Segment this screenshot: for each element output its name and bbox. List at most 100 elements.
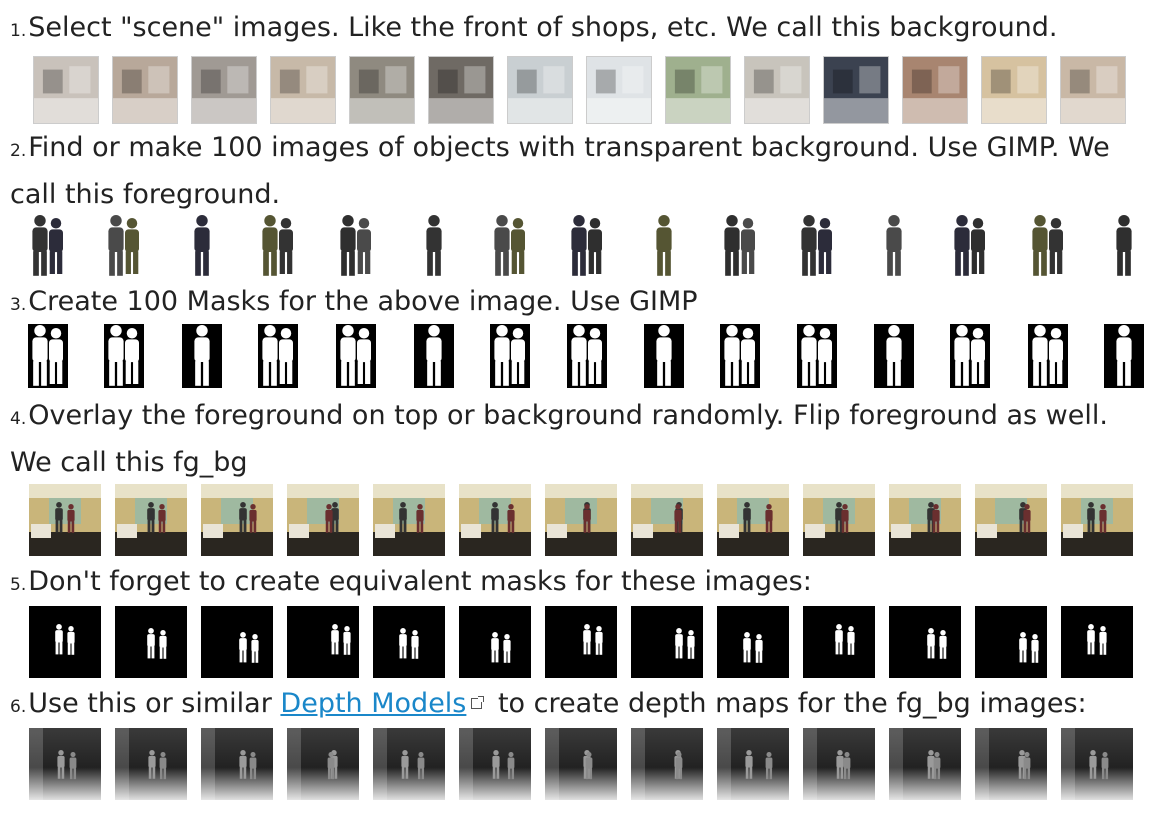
step-1: 1.Select "scene" images. Like the front … [10, 6, 1058, 53]
background-thumbnail [112, 56, 178, 124]
foreground-thumbnail [1104, 214, 1144, 278]
mask-thumbnail [874, 324, 914, 388]
step-number: 3. [10, 295, 27, 315]
background-thumbnail [270, 56, 336, 124]
mask-thumbnail [797, 324, 837, 388]
mask-thumbnail [490, 324, 530, 388]
background-thumbnail [428, 56, 494, 124]
background-thumbnail [665, 56, 731, 124]
depth-map-thumbnail [287, 728, 359, 800]
mask-thumbnail [28, 324, 68, 388]
depth-map-thumbnail [717, 728, 789, 800]
fg-bg-mask-thumbnail [545, 606, 617, 678]
fg-bg-thumbnail [545, 484, 617, 556]
fg-bg-mask-thumbnail [975, 606, 1047, 678]
foreground-thumbnail [104, 214, 144, 278]
foreground-thumbnail [490, 214, 530, 278]
fg-bg-mask-thumbnail [201, 606, 273, 678]
step-text-after: to create depth maps for the fg_bg image… [489, 688, 1087, 719]
foreground-thumbnail [797, 214, 837, 278]
fg-bg-thumbnail [29, 484, 101, 556]
depth-map-thumbnail [803, 728, 875, 800]
background-thumbnail [507, 56, 573, 124]
depth-map-thumbnail [1061, 728, 1133, 800]
mask-thumbnail [950, 324, 990, 388]
mask-thumbnail [644, 324, 684, 388]
fg-bg-mask-thumbnail [717, 606, 789, 678]
fg-bg-thumbnail [201, 484, 273, 556]
step-2: 2.Find or make 100 images of objects wit… [10, 126, 1135, 217]
background-thumbnail [33, 56, 99, 124]
fg-bg-thumbnail [115, 484, 187, 556]
depth-map-thumbnail [631, 728, 703, 800]
foreground-thumbnail [950, 214, 990, 278]
fg-bg-mask-thumbnail [287, 606, 359, 678]
mask-thumbnail [258, 324, 298, 388]
step-5: 5.Don't forget to create equivalent mask… [10, 560, 812, 607]
mask-thumbnail [182, 324, 222, 388]
background-thumbnail-row [0, 56, 1155, 124]
step-text: Overlay the foreground on top or backgro… [10, 400, 1108, 478]
foreground-thumbnail [1028, 214, 1068, 278]
mask-thumbnail [567, 324, 607, 388]
foreground-thumbnail [644, 214, 684, 278]
fg-bg-thumbnail [889, 484, 961, 556]
depth-map-thumbnail [459, 728, 531, 800]
mask-thumbnail [414, 324, 454, 388]
foreground-thumbnail [336, 214, 376, 278]
background-thumbnail [349, 56, 415, 124]
fg-bg-thumbnail [287, 484, 359, 556]
background-thumbnail [586, 56, 652, 124]
fg-bg-thumbnail [459, 484, 531, 556]
fg-bg-mask-thumbnail [115, 606, 187, 678]
fg-bg-mask-thumbnail-row [0, 606, 1155, 680]
step-text: Don't forget to create equivalent masks … [28, 566, 812, 597]
foreground-thumbnail [567, 214, 607, 278]
mask-thumbnail [104, 324, 144, 388]
mask-thumbnail [336, 324, 376, 388]
fg-bg-thumbnail [975, 484, 1047, 556]
step-text-before: Use this or similar [28, 688, 281, 719]
background-thumbnail [1060, 56, 1126, 124]
depth-map-thumbnail [373, 728, 445, 800]
fg-bg-mask-thumbnail [459, 606, 531, 678]
foreground-thumbnail [258, 214, 298, 278]
foreground-thumbnail [720, 214, 760, 278]
step-number: 5. [10, 575, 27, 595]
fg-bg-mask-thumbnail [1061, 606, 1133, 678]
fg-bg-thumbnail-row [0, 484, 1155, 556]
depth-map-thumbnail-row [0, 728, 1155, 802]
external-link-icon [471, 696, 485, 709]
fg-bg-mask-thumbnail [373, 606, 445, 678]
step-number: 2. [10, 141, 27, 161]
step-number: 4. [10, 409, 27, 429]
foreground-thumbnail-row [0, 214, 1155, 278]
fg-bg-mask-thumbnail [889, 606, 961, 678]
background-thumbnail [902, 56, 968, 124]
foreground-thumbnail [874, 214, 914, 278]
depth-map-thumbnail [115, 728, 187, 800]
fg-bg-thumbnail [803, 484, 875, 556]
mask-thumbnail-row [0, 324, 1155, 388]
background-thumbnail [744, 56, 810, 124]
foreground-thumbnail [28, 214, 68, 278]
depth-map-thumbnail [201, 728, 273, 800]
fg-bg-mask-thumbnail [631, 606, 703, 678]
step-number: 6. [10, 697, 27, 717]
step-number: 1. [10, 21, 27, 41]
foreground-thumbnail [182, 214, 222, 278]
fg-bg-thumbnail [631, 484, 703, 556]
step-4: 4.Overlay the foreground on top or backg… [10, 394, 1135, 485]
background-thumbnail [981, 56, 1047, 124]
fg-bg-thumbnail [717, 484, 789, 556]
mask-thumbnail [720, 324, 760, 388]
background-thumbnail [823, 56, 889, 124]
depth-map-thumbnail [889, 728, 961, 800]
background-thumbnail [191, 56, 257, 124]
step-3: 3.Create 100 Masks for the above image. … [10, 280, 698, 327]
mask-thumbnail [1028, 324, 1068, 388]
depth-models-link[interactable]: Depth Models [280, 688, 467, 719]
step-6: 6.Use this or similar Depth Models to cr… [10, 682, 1087, 729]
step-text: Create 100 Masks for the above image. Us… [28, 286, 698, 317]
fg-bg-thumbnail [1061, 484, 1133, 556]
